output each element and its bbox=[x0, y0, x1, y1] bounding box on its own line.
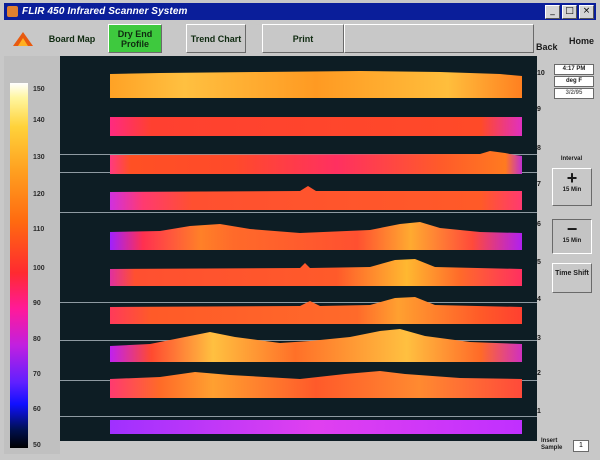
profile-band-8 bbox=[110, 151, 522, 174]
profile-band-10 bbox=[110, 71, 522, 98]
insert-sample-input[interactable]: 1 bbox=[573, 440, 589, 452]
row-number: 10 bbox=[537, 70, 545, 77]
legend-label: 120 bbox=[33, 191, 45, 198]
legend-label: 140 bbox=[33, 117, 45, 124]
insert-sample-area: Insert Sample 1 bbox=[541, 438, 596, 458]
legend-label: 60 bbox=[33, 406, 41, 413]
legend-label: 110 bbox=[33, 226, 45, 233]
app-icon bbox=[7, 6, 18, 17]
close-button[interactable]: × bbox=[579, 4, 594, 19]
plus-icon: + bbox=[566, 168, 578, 188]
profile-band-5 bbox=[110, 259, 522, 286]
interval-label: Interval bbox=[560, 156, 583, 162]
legend-label: 80 bbox=[33, 336, 41, 343]
row-number: 4 bbox=[537, 296, 541, 303]
print-button[interactable]: Print bbox=[262, 24, 344, 53]
profile-band-7 bbox=[110, 186, 522, 210]
time-shift-button[interactable]: Time Shift bbox=[552, 263, 592, 293]
row-number: 5 bbox=[537, 259, 541, 266]
interval-plus-button[interactable]: + 15 Min bbox=[552, 168, 592, 206]
home-label[interactable]: Home bbox=[569, 36, 595, 46]
row-number: 8 bbox=[537, 145, 541, 152]
legend-label: 150 bbox=[33, 86, 45, 93]
trend-chart-button[interactable]: Trend Chart bbox=[186, 24, 246, 53]
profile-band-4 bbox=[110, 297, 522, 324]
legend-label: 50 bbox=[33, 442, 41, 449]
dry-end-profile-button[interactable]: Dry End Profile bbox=[108, 24, 162, 53]
legend-label: 130 bbox=[33, 154, 45, 161]
thermal-profile-chart bbox=[60, 56, 537, 441]
right-control-panel: 4:17 PM deg F 3/2/95 Interval + 15 Min −… bbox=[547, 56, 596, 454]
profile-band-3 bbox=[110, 329, 522, 362]
color-scale-bar bbox=[10, 83, 28, 448]
legend-label: 90 bbox=[33, 300, 41, 307]
profile-band-6 bbox=[110, 222, 522, 250]
row-number-axis: 10 9 8 7 6 5 4 3 2 1 bbox=[537, 56, 547, 441]
legend-label: 70 bbox=[33, 371, 41, 378]
row-number: 2 bbox=[537, 370, 541, 377]
row-number: 6 bbox=[537, 221, 541, 228]
maximize-button[interactable]: □ bbox=[562, 4, 577, 19]
toolbar-spacer bbox=[344, 24, 534, 53]
row-number: 9 bbox=[537, 106, 541, 113]
minimize-button[interactable]: _ bbox=[545, 4, 560, 19]
minus-icon: − bbox=[566, 219, 578, 239]
row-number: 1 bbox=[537, 408, 541, 415]
legend-label: 100 bbox=[33, 265, 45, 272]
flame-logo-icon bbox=[13, 32, 33, 46]
row-number: 7 bbox=[537, 181, 541, 188]
interval-minus-button[interactable]: − 15 Min bbox=[552, 219, 592, 254]
toolbar: Board Map Dry End Profile Trend Chart Pr… bbox=[4, 20, 596, 56]
title-bar[interactable]: FLIR 450 Infrared Scanner System _ □ × bbox=[4, 3, 596, 20]
row-number: 3 bbox=[537, 335, 541, 342]
back-label[interactable]: Back bbox=[536, 42, 558, 52]
time-display: 4:17 PM bbox=[554, 64, 594, 75]
color-legend: 150 140 130 120 110 100 90 80 70 60 50 bbox=[4, 56, 60, 454]
unit-display: deg F bbox=[554, 76, 594, 87]
profile-band-2 bbox=[110, 371, 522, 398]
profile-band-1 bbox=[110, 420, 522, 434]
profile-band-9 bbox=[110, 117, 522, 136]
insert-sample-label: Insert Sample bbox=[541, 438, 563, 451]
window-title: FLIR 450 Infrared Scanner System bbox=[22, 6, 188, 17]
date-display: 3/2/95 bbox=[554, 88, 594, 99]
board-map-button[interactable]: Board Map bbox=[48, 33, 96, 44]
